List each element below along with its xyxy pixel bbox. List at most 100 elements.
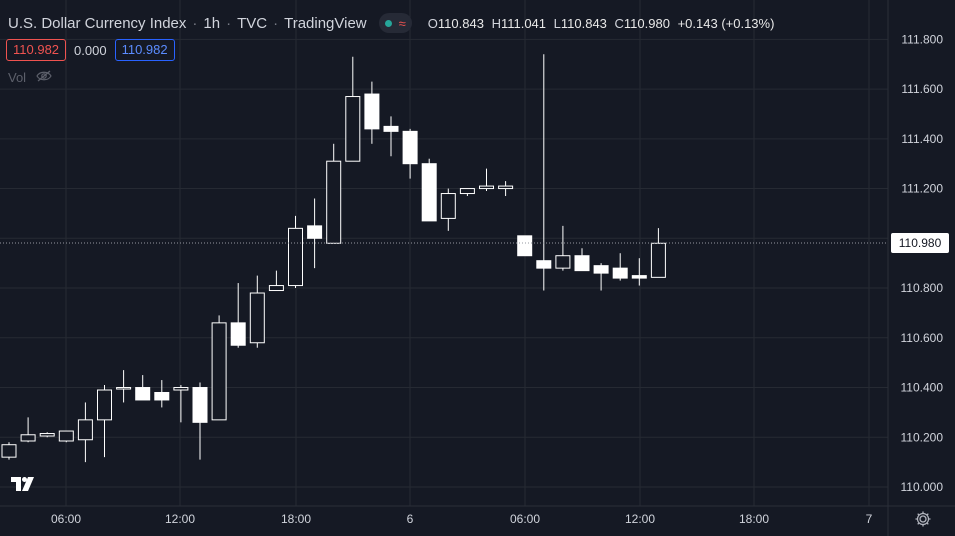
candle xyxy=(154,380,170,408)
candle-body xyxy=(345,96,361,162)
candle xyxy=(1,442,17,460)
price-tick-label: 111.800 xyxy=(901,32,943,46)
candle-body xyxy=(1,444,17,458)
candle-body xyxy=(77,419,93,441)
open-value: 110.843 xyxy=(437,15,484,31)
candle xyxy=(421,158,437,222)
candle xyxy=(39,432,55,438)
volume-legend: Vol xyxy=(8,70,52,85)
eye-crossed-icon[interactable] xyxy=(36,70,52,85)
source-label: TradingView xyxy=(284,14,367,32)
candle xyxy=(326,143,342,244)
candle-body xyxy=(268,285,284,292)
tradingview-logo-icon[interactable] xyxy=(10,474,36,499)
candle xyxy=(440,188,456,231)
open-label: O xyxy=(427,15,438,31)
low-label: L xyxy=(553,15,561,31)
candle xyxy=(173,385,189,423)
candle xyxy=(135,375,151,401)
gear-icon[interactable] xyxy=(914,510,932,533)
candle xyxy=(288,215,303,289)
header-separator: · xyxy=(273,14,279,32)
candle-body xyxy=(192,387,208,423)
time-tick-label: 6 xyxy=(407,512,414,526)
time-axis[interactable]: 06:00 12:00 18:00 6 06:00 12:00 18:00 7 xyxy=(51,512,873,526)
candle xyxy=(650,228,666,278)
candle-body xyxy=(211,322,227,421)
candle-body xyxy=(574,255,590,272)
candle-body xyxy=(498,185,514,190)
candle-body xyxy=(326,160,342,244)
price-tick-label: 110.000 xyxy=(901,480,944,494)
header-separator: · xyxy=(226,14,232,32)
low-value: 110.843 xyxy=(560,15,607,31)
volume-label: Vol xyxy=(8,70,27,85)
market-status[interactable]: ≈ xyxy=(378,13,412,33)
candle xyxy=(230,283,246,348)
candle-body xyxy=(459,188,475,195)
candle-body xyxy=(364,93,380,130)
candle-body xyxy=(555,255,571,269)
candle-body xyxy=(421,163,437,222)
candle xyxy=(364,81,380,144)
candle xyxy=(20,417,36,443)
candle-body xyxy=(249,292,265,344)
candle-body xyxy=(479,185,494,190)
candle-body xyxy=(307,225,323,239)
price-tick-label: 111.600 xyxy=(901,82,943,96)
time-tick-label: 18:00 xyxy=(281,512,311,526)
candle-body xyxy=(20,434,36,442)
price-axis[interactable]: 111.800111.600111.400111.200111.000110.8… xyxy=(901,32,944,494)
time-tick-label: 12:00 xyxy=(625,512,655,526)
candle-body xyxy=(536,260,552,269)
price-tick-label: 110.200 xyxy=(901,430,944,444)
candle xyxy=(116,370,132,403)
candle-body xyxy=(650,242,666,278)
time-tick-label: 06:00 xyxy=(510,512,540,526)
symbol-name[interactable]: U.S. Dollar Currency Index xyxy=(8,14,187,32)
candle-body xyxy=(230,322,246,346)
price-tick-label: 110.600 xyxy=(901,331,944,345)
candles-layer xyxy=(1,54,666,463)
change-value: +0.143 (+0.13%) xyxy=(677,15,775,31)
high-value: 111.041 xyxy=(500,15,547,31)
candle xyxy=(459,188,475,197)
exchange-label: TVC xyxy=(237,14,268,32)
current-price-label: 110.980 xyxy=(891,233,949,253)
candle-body xyxy=(39,433,55,437)
candle xyxy=(631,258,647,286)
candle xyxy=(612,253,628,281)
candle xyxy=(211,315,227,421)
close-value: 110.980 xyxy=(623,15,670,31)
candle-body xyxy=(517,235,533,257)
candle xyxy=(402,128,418,179)
time-tick-label: 7 xyxy=(866,512,873,526)
candle xyxy=(307,198,323,269)
candle xyxy=(345,56,361,162)
interval-label[interactable]: 1h xyxy=(203,14,221,32)
candle-body xyxy=(116,387,132,390)
market-status-dot-icon xyxy=(384,19,392,27)
price-tick-label: 111.400 xyxy=(901,132,943,146)
candle-body xyxy=(97,389,112,421)
sell-price-button[interactable]: 110.982 xyxy=(6,39,67,61)
candle-body xyxy=(593,265,609,274)
candle xyxy=(574,248,590,272)
data-wave-icon: ≈ xyxy=(398,15,406,31)
time-tick-label: 06:00 xyxy=(51,512,81,526)
candle xyxy=(536,54,552,291)
candle-body xyxy=(288,227,303,287)
candle-body xyxy=(402,130,418,165)
buy-price-button[interactable]: 110.982 xyxy=(114,39,175,61)
time-tick-label: 18:00 xyxy=(739,512,769,526)
candle xyxy=(249,275,265,348)
chart-header: U.S. Dollar Currency Index · 1h · TVC · … xyxy=(8,12,774,34)
candle xyxy=(97,385,112,458)
candle-body xyxy=(58,430,74,442)
candle xyxy=(498,181,514,197)
close-label: C xyxy=(614,15,624,31)
candle-body xyxy=(631,275,647,279)
candle xyxy=(268,270,284,292)
candle-body xyxy=(154,391,170,401)
